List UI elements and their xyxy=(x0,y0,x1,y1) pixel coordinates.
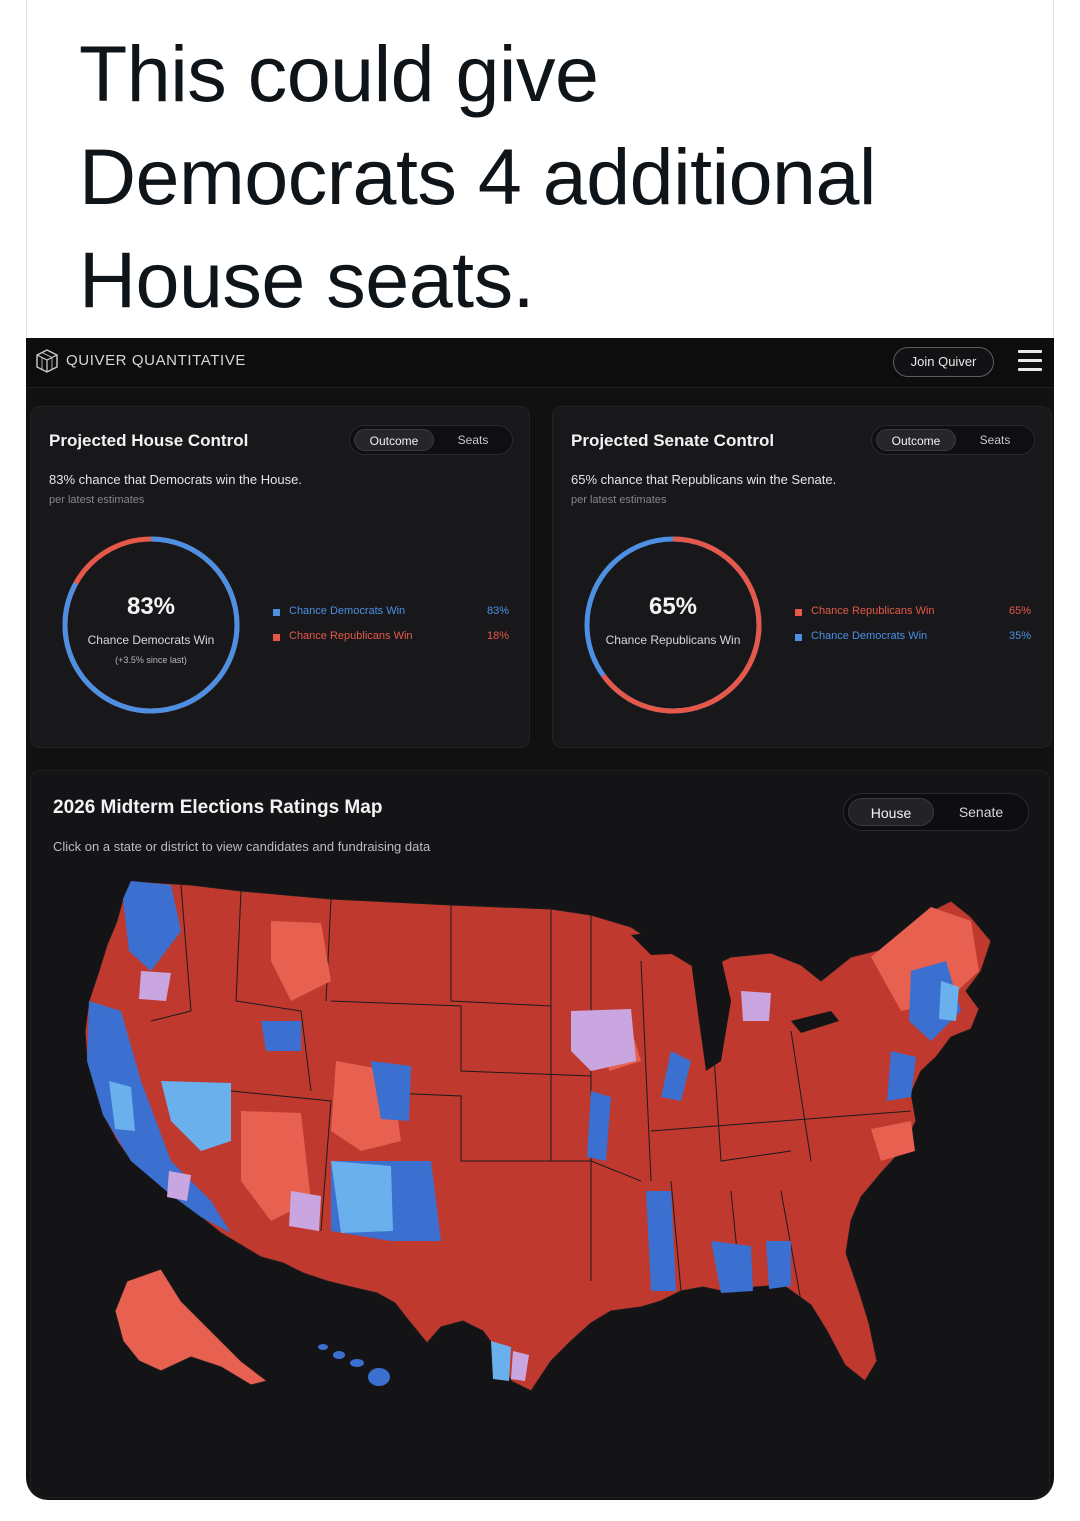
safe-dem-region[interactable] xyxy=(371,1061,411,1121)
lean-rep-region[interactable] xyxy=(871,1121,915,1161)
watermark xyxy=(870,1500,1070,1518)
lean-dem-region[interactable] xyxy=(331,1161,393,1233)
lean-dem-region[interactable] xyxy=(161,1081,231,1151)
us-ratings-map[interactable] xyxy=(31,861,1051,1499)
map-house-senate-toggle: House Senate xyxy=(843,793,1029,831)
senate-control-card: Projected Senate Control Outcome Seats 6… xyxy=(552,406,1052,748)
house-legend-dem: Chance Democrats Win 83% xyxy=(273,605,509,621)
top-navbar: QUIVER QUANTITATIVE Join Quiver xyxy=(26,338,1054,388)
house-donut-change: (+3.5% since last) xyxy=(115,655,187,665)
tossup-region[interactable] xyxy=(741,991,771,1021)
safe-dem-region[interactable] xyxy=(123,881,181,971)
house-donut-percent: 83% xyxy=(126,593,176,620)
cube-logo-icon[interactable] xyxy=(34,348,60,374)
safe-dem-region[interactable] xyxy=(661,1051,691,1101)
safe-dem-region[interactable] xyxy=(587,1091,611,1161)
map-subtitle: Click on a state or district to view can… xyxy=(53,839,431,854)
senate-legend-dem: Chance Democrats Win 35% xyxy=(795,630,1031,646)
senate-tab-seats[interactable]: Seats xyxy=(979,433,1011,447)
hawaii-island[interactable] xyxy=(333,1351,345,1359)
blue-swatch xyxy=(273,609,280,616)
house-legend-rep: Chance Republicans Win 18% xyxy=(273,630,509,646)
lake-michigan xyxy=(691,957,731,1071)
house-donut-chart xyxy=(62,536,240,714)
tossup-region[interactable] xyxy=(571,1009,636,1071)
ratings-map-card: 2026 Midterm Elections Ratings Map Click… xyxy=(30,770,1050,1498)
legend-value: 18% xyxy=(486,630,509,642)
lake-superior xyxy=(631,927,731,955)
house-donut-label: Chance Democrats Win xyxy=(87,633,215,647)
safe-dem-region[interactable] xyxy=(711,1241,753,1293)
senate-donut-chart xyxy=(584,536,762,714)
safe-dem-region[interactable] xyxy=(646,1191,676,1291)
senate-donut-percent: 65% xyxy=(648,593,698,620)
hawaii-island[interactable] xyxy=(368,1368,390,1386)
lake-erie xyxy=(791,1011,839,1033)
map-title: 2026 Midterm Elections Ratings Map xyxy=(53,797,383,818)
tweet-caption: This could give Democrats 4 additional H… xyxy=(26,0,1054,338)
house-description: 83% chance that Democrats win the House. xyxy=(49,472,302,487)
legend-label: Chance Republicans Win xyxy=(811,605,935,617)
safe-dem-region[interactable] xyxy=(887,1051,916,1101)
lean-dem-region[interactable] xyxy=(939,981,959,1021)
lean-dem-region[interactable] xyxy=(491,1341,511,1381)
legend-label: Chance Republicans Win xyxy=(289,630,413,642)
house-tab-outcome[interactable]: Outcome xyxy=(354,429,434,451)
join-quiver-button[interactable]: Join Quiver xyxy=(893,347,994,377)
lean-dem-region[interactable] xyxy=(109,1081,135,1131)
tossup-region[interactable] xyxy=(167,1171,191,1201)
senate-outcome-seats-toggle: Outcome Seats xyxy=(871,425,1035,455)
alaska-shape[interactable] xyxy=(114,1268,269,1386)
safe-dem-region[interactable] xyxy=(261,1021,301,1051)
tossup-region[interactable] xyxy=(289,1191,321,1231)
legend-value: 65% xyxy=(1008,605,1031,617)
caption-text: This could give Democrats 4 additional H… xyxy=(79,29,876,324)
house-card-title: Projected House Control xyxy=(49,431,249,450)
senate-legend-rep: Chance Republicans Win 65% xyxy=(795,605,1031,621)
hawaii-island[interactable] xyxy=(318,1344,328,1350)
hamburger-menu-icon[interactable] xyxy=(1018,350,1042,372)
house-subtext: per latest estimates xyxy=(49,494,145,506)
legend-value: 83% xyxy=(486,605,509,617)
house-control-card: Projected House Control Outcome Seats 83… xyxy=(30,406,530,748)
safe-dem-region[interactable] xyxy=(909,961,961,1041)
senate-donut-label: Chance Republicans Win xyxy=(605,633,741,647)
lean-rep-region[interactable] xyxy=(271,921,331,1001)
legend-label: Chance Democrats Win xyxy=(811,630,928,642)
donut-ring-main xyxy=(62,536,240,714)
safe-dem-region[interactable] xyxy=(87,1001,231,1233)
house-outcome-seats-toggle: Outcome Seats xyxy=(349,425,513,455)
brand-name[interactable]: QUIVER QUANTITATIVE xyxy=(66,352,247,369)
hawaii-island[interactable] xyxy=(350,1359,364,1367)
house-tab-seats[interactable]: Seats xyxy=(457,433,489,447)
red-swatch xyxy=(795,609,802,616)
tossup-region[interactable] xyxy=(139,971,171,1001)
quiver-app: QUIVER QUANTITATIVE Join Quiver Projecte… xyxy=(26,338,1054,1500)
hawaii-shapes[interactable] xyxy=(318,1344,390,1386)
senate-description: 65% chance that Republicans win the Sena… xyxy=(571,472,837,487)
state-borders xyxy=(150,884,912,1302)
senate-tab-outcome[interactable]: Outcome xyxy=(876,429,956,451)
map-tab-senate[interactable]: Senate xyxy=(958,804,1004,820)
legend-value: 35% xyxy=(1008,630,1031,642)
red-swatch xyxy=(273,634,280,641)
senate-card-title: Projected Senate Control xyxy=(571,431,775,450)
blue-swatch xyxy=(795,634,802,641)
map-tab-house[interactable]: House xyxy=(848,798,934,826)
senate-subtext: per latest estimates xyxy=(571,494,667,506)
tossup-region[interactable] xyxy=(511,1351,529,1381)
safe-dem-region[interactable] xyxy=(766,1241,791,1289)
legend-label: Chance Democrats Win xyxy=(289,605,406,617)
donut-ring-main xyxy=(584,536,762,714)
